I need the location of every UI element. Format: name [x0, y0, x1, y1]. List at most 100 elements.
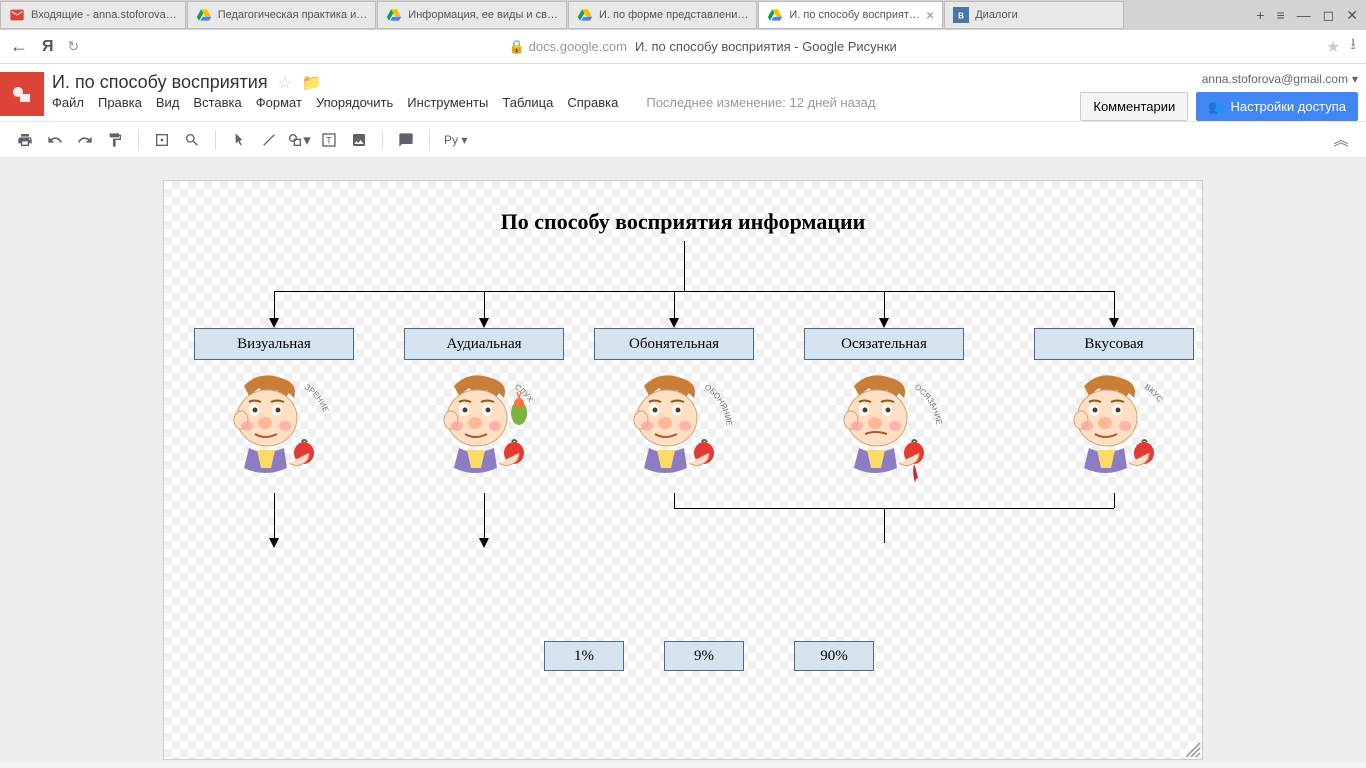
tab-title: Диалоги: [975, 9, 1115, 21]
menu-item[interactable]: Правка: [98, 95, 142, 110]
user-email[interactable]: anna.stoforova@gmail.com ▾: [1202, 72, 1358, 86]
menu-item[interactable]: Вставка: [193, 95, 241, 110]
menu-bar: Файл Правка Вид Вставка Формат Упорядочить Инс…: [52, 95, 1080, 116]
menu-item[interactable]: Вид: [156, 95, 180, 110]
app-header: И. по способу восприятия ☆ 📁 Файл Правка В…: [0, 64, 1366, 122]
user-email-text: anna.stoforova@gmail.com: [1202, 72, 1348, 86]
close-window-icon[interactable]: ✕: [1346, 7, 1358, 24]
comment-icon[interactable]: [393, 127, 419, 153]
select-icon[interactable]: [226, 127, 252, 153]
browser-tabs-bar: Входящие - anna.stoforova… Педагогическая…: [0, 0, 1366, 30]
browser-tab[interactable]: И. по форме представлени…: [568, 1, 757, 29]
line-icon[interactable]: [256, 127, 282, 153]
svg-text:ВКУС: ВКУС: [1143, 382, 1165, 404]
arrow-head-icon: [479, 538, 489, 548]
svg-text:ОСЯЗАНИЕ: ОСЯЗАНИЕ: [913, 382, 944, 425]
cartoon-illustration[interactable]: СЛУХ: [419, 368, 549, 488]
lock-icon: 🔒: [508, 39, 524, 55]
language-icon[interactable]: Ру ▾: [440, 127, 471, 153]
share-button-label: Настройки доступа: [1230, 99, 1346, 114]
address-bar: ← Я ↻ 🔒 docs.google.com И. по способу во…: [0, 30, 1366, 64]
back-icon[interactable]: ←: [10, 36, 28, 57]
arrow-head-icon: [1109, 318, 1119, 328]
connector-line: [1114, 493, 1115, 508]
connector-line: [884, 508, 885, 543]
menu-item[interactable]: Файл: [52, 95, 84, 110]
connector-line: [1114, 291, 1115, 320]
arrow-head-icon: [269, 318, 279, 328]
shape-icon[interactable]: ▾: [286, 127, 312, 153]
chevron-down-icon: ▾: [1352, 72, 1358, 86]
collapse-icon[interactable]: ︽: [1328, 127, 1354, 153]
textbox-icon[interactable]: T: [316, 127, 342, 153]
svg-text:T: T: [326, 135, 332, 145]
fit-icon[interactable]: [149, 127, 175, 153]
browser-tab[interactable]: Информация, ее виды и св…: [377, 1, 567, 29]
category-box[interactable]: Осязательная: [804, 328, 964, 360]
close-icon[interactable]: ×: [926, 7, 934, 23]
menu-item[interactable]: Упорядочить: [316, 95, 393, 110]
maximize-icon[interactable]: ◻: [1323, 7, 1335, 24]
toolbar: ▾ T Ру ▾ ︽: [0, 122, 1366, 158]
menu-item[interactable]: Справка: [567, 95, 618, 110]
browser-tab[interactable]: И. по способу восприят… ×: [758, 1, 943, 29]
arrow-head-icon: [879, 318, 889, 328]
category-box[interactable]: Обонятельная: [594, 328, 754, 360]
connector-line: [674, 493, 675, 508]
download-icon[interactable]: ⭳: [1350, 33, 1356, 60]
yandex-icon[interactable]: Я: [42, 38, 54, 56]
cartoon-illustration[interactable]: ЗРЕНИЕ: [209, 368, 339, 488]
menu-item[interactable]: Формат: [256, 95, 302, 110]
favorite-icon[interactable]: ★: [1326, 37, 1340, 57]
star-icon[interactable]: ☆: [278, 73, 292, 93]
category-box[interactable]: Вкусовая: [1034, 328, 1194, 360]
connector-line: [274, 493, 275, 538]
share-button[interactable]: 👥 Настройки доступа: [1196, 92, 1358, 121]
cartoon-illustration[interactable]: ОСЯЗАНИЕ: [819, 368, 949, 488]
menu-icon[interactable]: ≡: [1276, 7, 1284, 23]
percent-box[interactable]: 90%: [794, 641, 874, 671]
paint-format-icon[interactable]: [102, 127, 128, 153]
percent-box[interactable]: 1%: [544, 641, 624, 671]
connector-line: [484, 291, 485, 320]
cartoon-illustration[interactable]: ВКУС: [1049, 368, 1179, 488]
tab-title: Информация, ее виды и св…: [408, 9, 558, 21]
category-box[interactable]: Аудиальная: [404, 328, 564, 360]
minimize-icon[interactable]: —: [1297, 7, 1311, 23]
browser-tab[interactable]: Входящие - anna.stoforova…: [0, 1, 186, 29]
menu-item[interactable]: Инструменты: [407, 95, 488, 110]
cartoon-illustration[interactable]: ОБОНЯНИЕ: [609, 368, 739, 488]
undo-icon[interactable]: [42, 127, 68, 153]
percent-box[interactable]: 9%: [664, 641, 744, 671]
tab-title: Педагогическая практика и…: [218, 9, 368, 21]
tab-title: И. по способу восприят…: [789, 9, 920, 21]
connector-line: [674, 291, 675, 320]
drawing-canvas[interactable]: По способу восприятия информации Визуаль…: [163, 180, 1203, 760]
new-tab-icon[interactable]: +: [1256, 7, 1264, 23]
arrow-head-icon: [669, 318, 679, 328]
arrow-head-icon: [269, 538, 279, 548]
browser-tab[interactable]: Педагогическая практика и…: [187, 1, 377, 29]
diagram-title[interactable]: По способу восприятия информации: [164, 209, 1202, 235]
reload-icon[interactable]: ↻: [68, 38, 80, 55]
print-icon[interactable]: [12, 127, 38, 153]
comments-button[interactable]: Комментарии: [1080, 92, 1188, 121]
category-box[interactable]: Визуальная: [194, 328, 354, 360]
drawings-logo-icon[interactable]: [0, 72, 44, 116]
last-edit-text: Последнее изменение: 12 дней назад: [646, 95, 875, 110]
document-title[interactable]: И. по способу восприятия: [52, 72, 268, 93]
arrow-head-icon: [479, 318, 489, 328]
resize-handle-icon[interactable]: [1186, 743, 1200, 757]
image-icon[interactable]: [346, 127, 372, 153]
svg-text:ЗРЕНИЕ: ЗРЕНИЕ: [303, 382, 330, 413]
url-display[interactable]: 🔒 docs.google.com И. по способу восприят…: [79, 39, 1326, 55]
menu-item[interactable]: Таблица: [502, 95, 553, 110]
share-icon: 👥: [1208, 99, 1224, 115]
tab-title: Входящие - anna.stoforova…: [31, 9, 177, 21]
zoom-icon[interactable]: [179, 127, 205, 153]
connector-line: [674, 508, 1114, 509]
browser-tab[interactable]: BДиалоги: [944, 1, 1124, 29]
connector-line: [274, 291, 275, 320]
redo-icon[interactable]: [72, 127, 98, 153]
folder-icon[interactable]: 📁: [302, 73, 322, 93]
